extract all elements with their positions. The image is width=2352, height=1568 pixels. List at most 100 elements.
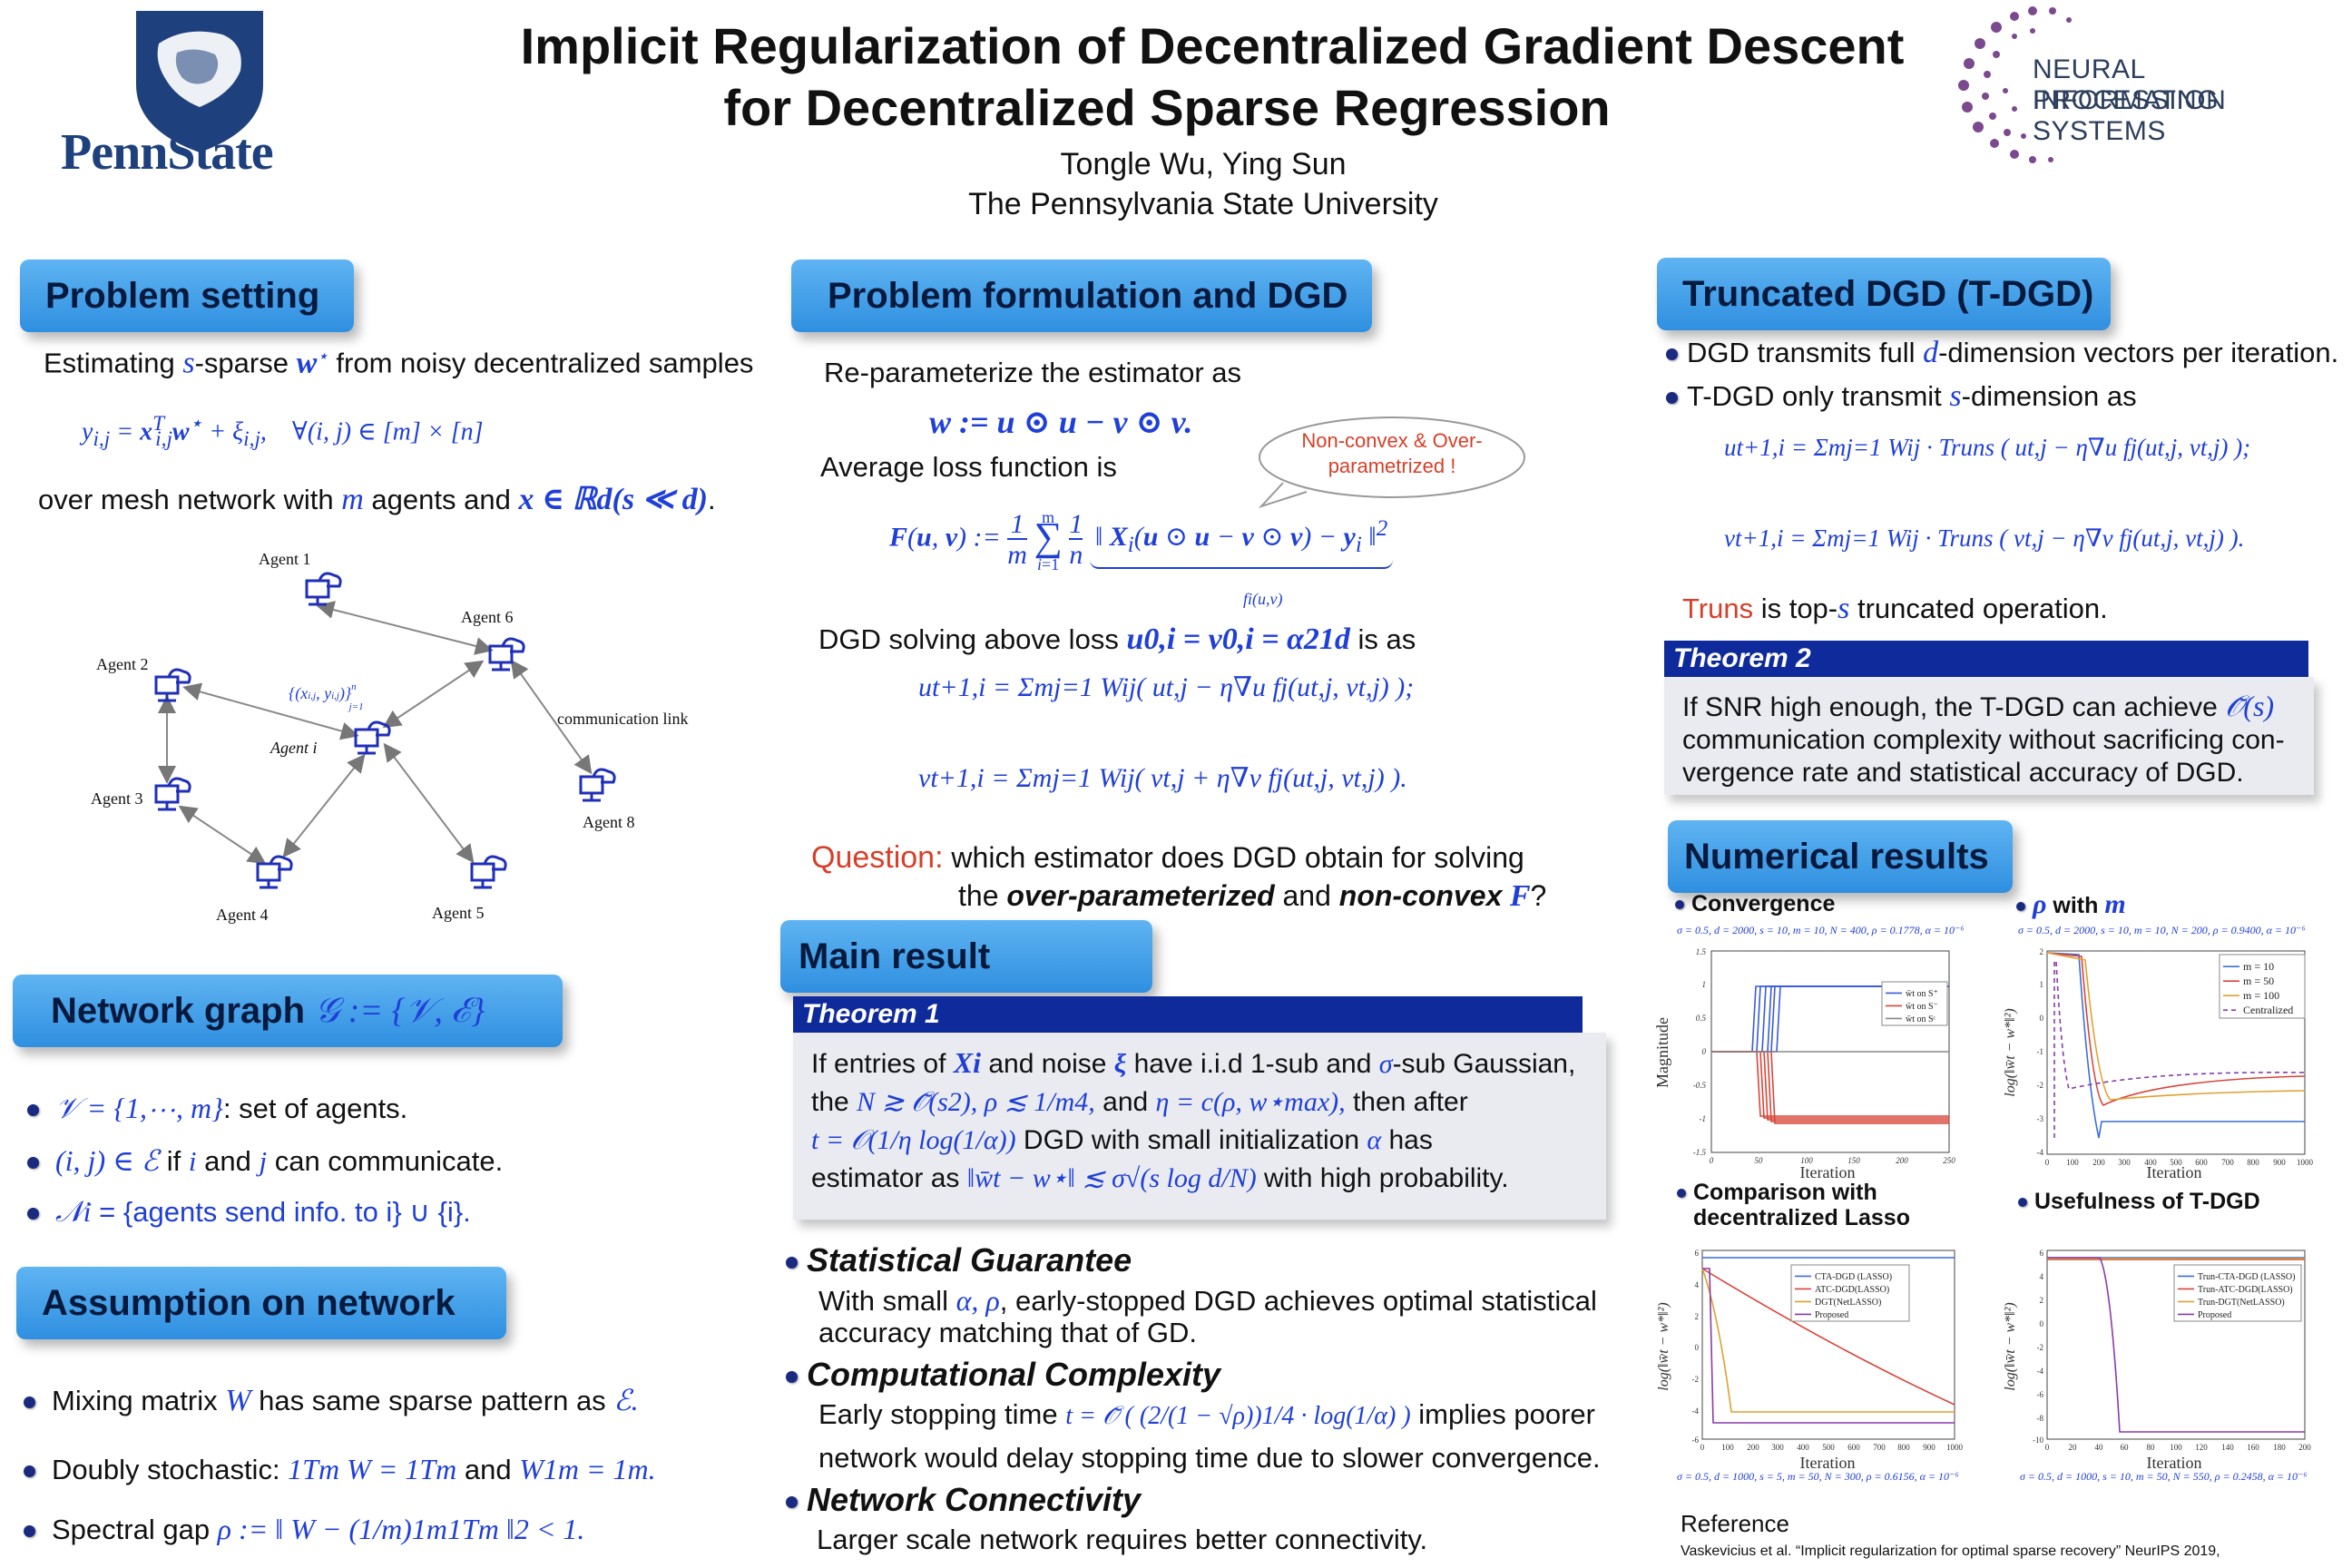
network-graph-bullet-3: 𝒩i = {agents send info. to i} ∪ {i}. bbox=[27, 1194, 471, 1230]
theorem-2-body: If SNR high enough, the T-DGD can achiev… bbox=[1664, 677, 2314, 795]
series-line bbox=[2053, 961, 2306, 1138]
plot-rho-m: log(‖w̄t − w*‖²) Iteration m = 10 m = 50 m… bbox=[2002, 944, 2319, 1181]
svg-text:100: 100 bbox=[2066, 1158, 2079, 1167]
problem-setting-line2: over mesh network with m agents and x ∈ … bbox=[38, 483, 716, 516]
reference-title: Reference bbox=[1681, 1510, 1789, 1537]
formulation-line1: Re-parameterize the estimator as bbox=[824, 357, 1242, 388]
network-connectivity-title: Network Connectivity bbox=[786, 1481, 1141, 1519]
poster-title-line2: for Decentralized Sparse Regression bbox=[723, 79, 1611, 136]
agent-label: Agent i bbox=[270, 739, 318, 757]
svg-text:500: 500 bbox=[2170, 1158, 2182, 1167]
svg-text:400: 400 bbox=[2144, 1158, 2157, 1167]
nonconvex-callout: Non-convex & Over-parametrized ! bbox=[1256, 412, 1528, 509]
legend-entry: CTA-DGD (LASSO) bbox=[1815, 1272, 1892, 1282]
legend-entry: Trun-CTA-DGD (LASSO) bbox=[2198, 1272, 2295, 1282]
y-axis-label: Magnitude bbox=[1655, 1017, 1671, 1088]
neurips-wordmark-line1: NEURAL INFORMATION bbox=[2033, 54, 2227, 115]
y-axis-label: log(‖w̄t − w*‖²) bbox=[2003, 1302, 2018, 1390]
tdgd-v-update-equation: vt+1,i = Σmj=1 Wij · Truns ( vt,j − η∇v … bbox=[1724, 524, 2245, 552]
pennstate-logo: PennState bbox=[50, 7, 340, 181]
neurips-dots-icon bbox=[1958, 6, 2072, 163]
plot-tdgd-caption: σ = 0.5, d = 1000, s = 10, m = 50, N = 5… bbox=[2020, 1470, 2308, 1483]
svg-text:0: 0 bbox=[1702, 1047, 1707, 1056]
svg-text:-2: -2 bbox=[2037, 1081, 2044, 1090]
agent-8-computer-icon bbox=[579, 768, 616, 802]
svg-text:100: 100 bbox=[1721, 1443, 1734, 1452]
svg-text:700: 700 bbox=[2221, 1158, 2234, 1167]
svg-text:0: 0 bbox=[2045, 1443, 2050, 1452]
svg-text:300: 300 bbox=[1771, 1443, 1784, 1452]
x-axis-label: Iteration bbox=[1800, 1454, 1856, 1472]
bullet-icon bbox=[27, 1104, 39, 1117]
bullet-icon bbox=[1666, 392, 1678, 405]
svg-text:600: 600 bbox=[2195, 1158, 2208, 1167]
series-line bbox=[1701, 1268, 1955, 1406]
svg-text:1.5: 1.5 bbox=[1696, 947, 1707, 956]
agent-label: Agent 2 bbox=[96, 655, 149, 673]
question-line2: the over-parameterized and non-convex F? bbox=[958, 879, 1547, 913]
svg-text:0: 0 bbox=[2040, 1014, 2044, 1023]
svg-text:-1.5: -1.5 bbox=[1693, 1148, 1707, 1157]
svg-text:-1: -1 bbox=[1700, 1114, 1707, 1123]
plot-lasso: log(‖w̄t − w*‖²) Iteration CTA-DGD (LASS… bbox=[1655, 1241, 1964, 1472]
plot-convergence: Magnitude Iteration w̄t on S⁺ w̄t on S⁻ w̄… bbox=[1653, 944, 1964, 1181]
communication-link-label: communication link bbox=[557, 710, 688, 728]
svg-text:1: 1 bbox=[1702, 980, 1707, 989]
theorem-1-header: Theorem 1 bbox=[793, 996, 1583, 1033]
assumption-bullet-3: Spectral gap ρ := ‖ W − (1/m)1m1Tm ‖2 < … bbox=[24, 1512, 584, 1547]
dgd-v-update-equation: vt+1,i = Σmj=1 Wij( vt,j + η∇v fj(ut,j, … bbox=[918, 763, 1407, 793]
svg-text:0.5: 0.5 bbox=[1696, 1014, 1707, 1023]
network-graph-bullet-1: 𝒱 = {1,⋯, m}: set of agents. bbox=[27, 1091, 407, 1126]
formulation-line3: DGD solving above loss u0,i = v0,i = α21… bbox=[818, 622, 1416, 656]
legend-entry: ATC-DGD(LASSO) bbox=[1815, 1285, 1889, 1295]
agent-3-computer-icon bbox=[154, 777, 191, 811]
bullet-icon bbox=[2016, 902, 2025, 912]
legend-entry: m = 10 bbox=[2243, 960, 2274, 973]
svg-text:-3: -3 bbox=[2037, 1114, 2044, 1123]
svg-text:160: 160 bbox=[2247, 1443, 2259, 1452]
svg-text:250: 250 bbox=[1943, 1156, 1955, 1165]
svg-text:200: 200 bbox=[1747, 1443, 1759, 1452]
svg-text:20: 20 bbox=[2069, 1443, 2078, 1452]
svg-text:0: 0 bbox=[2045, 1158, 2050, 1167]
svg-text:2: 2 bbox=[2040, 947, 2044, 956]
theorem-2-header: Theorem 2 bbox=[1664, 641, 2308, 677]
svg-text:1000: 1000 bbox=[2297, 1158, 2314, 1167]
observation-model-equation: yi,j = xTi,jw⋆ + ξi,j, ∀(i, j) ∈ [m] × [… bbox=[82, 412, 484, 451]
legend-entry: Trun-DGT(NetLASSO) bbox=[2198, 1298, 2285, 1308]
svg-text:-6: -6 bbox=[2037, 1390, 2044, 1399]
plot-lasso-title: Comparison with decentralized Lasso bbox=[1677, 1180, 1910, 1230]
svg-text:4: 4 bbox=[2040, 1272, 2044, 1281]
assumption-bullet-1: Mixing matrix W has same sparse pattern … bbox=[24, 1383, 639, 1418]
svg-text:140: 140 bbox=[2221, 1443, 2234, 1452]
svg-text:150: 150 bbox=[1847, 1156, 1860, 1165]
computational-complexity-line2: network would delay stopping time due to… bbox=[818, 1442, 1601, 1474]
legend-box bbox=[2219, 954, 2306, 1019]
svg-text:200: 200 bbox=[2298, 1443, 2311, 1452]
agent-label: Agent 1 bbox=[259, 550, 311, 568]
svg-text:-2: -2 bbox=[1692, 1375, 1700, 1384]
computational-complexity-line1: Early stopping time t = 𝒪̃ ( (2/(1 − √ρ)… bbox=[818, 1398, 1595, 1430]
y-axis-label: log(‖w̄t − w*‖²) bbox=[1656, 1302, 1671, 1390]
local-data-label: {(xi,j, yi,j)}n j=1 bbox=[289, 681, 364, 712]
svg-text:6: 6 bbox=[1695, 1249, 1700, 1258]
svg-text:40: 40 bbox=[2095, 1443, 2104, 1452]
svg-text:-2: -2 bbox=[2037, 1343, 2044, 1352]
plot-rho-m-title: ρ with m bbox=[2016, 889, 2126, 920]
reference-text: Vaskevicius et al. “Implicit regularizat… bbox=[1681, 1544, 2220, 1559]
legend-entry: w̄t on S⁺ bbox=[1906, 989, 1938, 999]
network-graph-bullet-2: (i, j) ∈ ℰ if i and j can communicate. bbox=[27, 1143, 503, 1179]
legend-entry: Trun-ATC-DGD(LASSO) bbox=[2198, 1285, 2293, 1295]
bullet-icon bbox=[786, 1256, 798, 1269]
svg-text:900: 900 bbox=[2273, 1158, 2286, 1167]
svg-text:6: 6 bbox=[2040, 1249, 2044, 1258]
plot-tdgd-title: Usefulness of T-DGD bbox=[2018, 1189, 2260, 1215]
series-line bbox=[2046, 952, 2306, 1101]
bullet-icon bbox=[24, 1525, 35, 1538]
poster-title-line1: Implicit Regularization of Decentralized… bbox=[520, 17, 1905, 74]
series-line bbox=[2046, 952, 2306, 1106]
agent-label: Agent 4 bbox=[216, 906, 269, 924]
tdgd-u-update-equation: ut+1,i = Σmj=1 Wij · Truns ( ut,j − η∇u … bbox=[1724, 434, 2251, 461]
svg-text:0: 0 bbox=[2040, 1319, 2044, 1328]
